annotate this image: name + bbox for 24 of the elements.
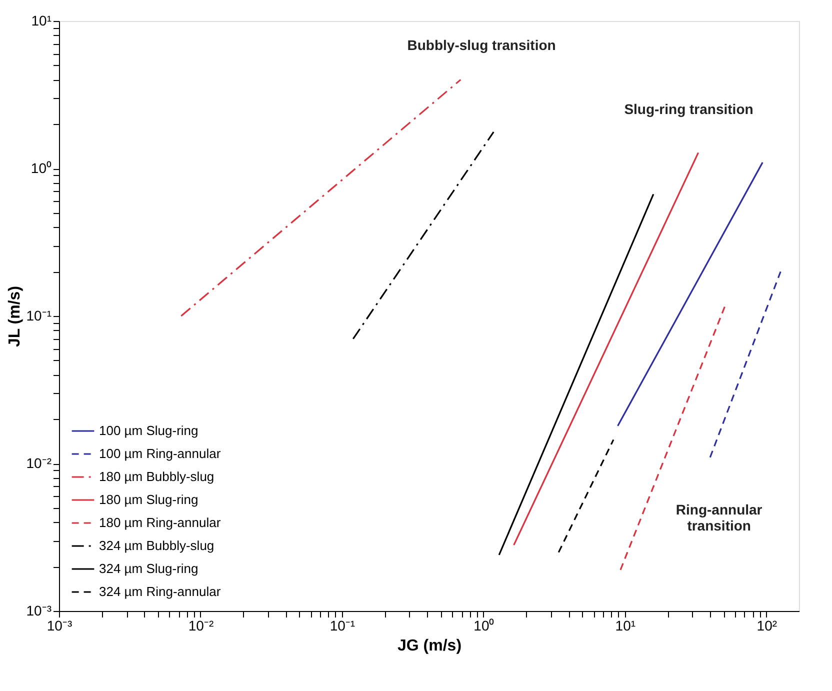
y-tick-label: 10¹ (31, 12, 52, 28)
annotation: Bubbly-slug transition (407, 36, 556, 53)
legend-label: 180 µm Ring-annular (99, 515, 222, 530)
x-tick-label: 10² (756, 618, 778, 634)
annotation: Ring-annular transition (676, 502, 763, 534)
legend-label: 100 µm Ring-annular (99, 446, 222, 461)
legend-label: 100 µm Slug-ring (99, 423, 198, 438)
legend-label: 324 µm Ring-annular (99, 584, 222, 599)
y-axis-title: JL (m/s) (6, 286, 24, 348)
legend-label: 324 µm Bubbly-slug (99, 538, 214, 553)
legend-label: 180 µm Slug-ring (99, 492, 198, 507)
x-axis-title: JG (m/s) (397, 638, 462, 654)
x-tick-label: 10⁻² (188, 618, 214, 634)
legend-label: 180 µm Bubbly-slug (99, 469, 214, 484)
y-tick-label: 10⁻² (26, 455, 52, 471)
x-tick-label: 10⁰ (474, 618, 494, 634)
annotation: Slug-ring transition (624, 101, 754, 118)
y-tick-label: 10⁻³ (26, 602, 52, 618)
x-tick-label: 10⁻³ (46, 618, 72, 634)
x-tick-label: 10⁻¹ (330, 618, 356, 634)
legend-label: 324 µm Slug-ring (99, 561, 198, 576)
x-tick-label: 10¹ (615, 618, 636, 634)
y-tick-label: 10⁰ (30, 160, 52, 176)
y-tick-label: 10⁻¹ (26, 308, 52, 324)
